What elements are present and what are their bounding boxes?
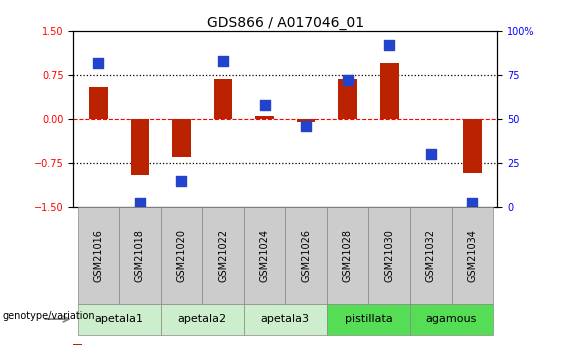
Bar [244,207,285,304]
Point [219,58,228,64]
Point [177,178,186,184]
Text: apetala1: apetala1 [95,314,144,324]
Text: genotype/variation: genotype/variation [3,311,95,321]
Point [94,60,103,66]
Bar [244,304,327,335]
Point [468,201,477,206]
Bar [410,207,451,304]
Text: GSM21018: GSM21018 [135,229,145,282]
Bar [160,207,202,304]
Bar [172,119,191,157]
Text: GSM21032: GSM21032 [426,229,436,282]
Bar [119,207,160,304]
Text: GSM21022: GSM21022 [218,229,228,282]
Text: GSM21028: GSM21028 [342,229,353,282]
Text: GSM21020: GSM21020 [176,229,186,282]
Point [385,42,394,48]
Point [426,151,435,157]
Text: GSM21034: GSM21034 [467,229,477,282]
Bar [338,79,357,119]
Bar [463,119,481,173]
Bar [327,304,410,335]
Point [260,102,269,108]
Text: apetala2: apetala2 [177,314,227,324]
Text: GSM21024: GSM21024 [259,229,270,282]
Point [343,78,352,83]
Point [302,123,311,129]
Bar [77,304,160,335]
Bar [202,207,244,304]
Bar [131,119,149,175]
Bar [410,304,493,335]
Text: pistillata: pistillata [345,314,392,324]
Bar [89,87,108,119]
Text: GSM21016: GSM21016 [93,229,103,282]
Title: GDS866 / A017046_01: GDS866 / A017046_01 [207,16,364,30]
Bar [380,63,398,119]
Text: GSM21030: GSM21030 [384,229,394,282]
Bar [160,304,244,335]
Text: agamous: agamous [426,314,477,324]
Bar [327,207,368,304]
Point [136,201,145,206]
Bar [368,207,410,304]
Bar [451,207,493,304]
Bar [255,116,274,119]
Bar [297,119,315,122]
Text: GSM21026: GSM21026 [301,229,311,282]
Bar [77,207,119,304]
Text: apetala3: apetala3 [261,314,310,324]
Bar [285,207,327,304]
Bar [214,79,232,119]
